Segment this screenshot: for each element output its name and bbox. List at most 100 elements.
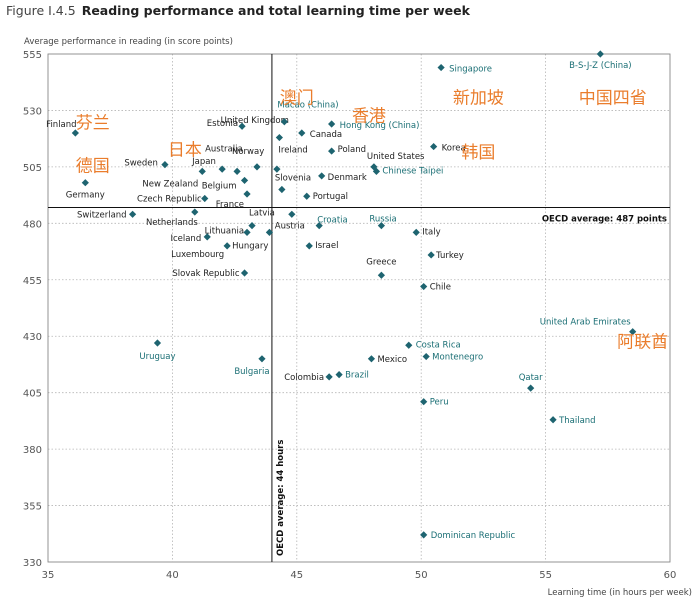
point-colombia [325, 373, 333, 381]
point-label-costa-rica: Costa Rica [416, 340, 461, 350]
y-tick-label: 355 [23, 502, 42, 513]
point-austria [288, 210, 296, 218]
point-label-dominican-republic: Dominican Republic [431, 531, 516, 541]
point-label-luxembourg: Luxembourg [171, 250, 224, 260]
point-belgium [240, 176, 249, 185]
point-label-israel: Israel [315, 241, 338, 251]
point-label-mexico: Mexico [377, 355, 407, 365]
point-label-macao-china: Macao (China) [277, 101, 338, 111]
point-peru [420, 398, 428, 406]
point-singapore [437, 63, 445, 72]
point-label-bulgaria: Bulgaria [234, 367, 269, 377]
point-label-austria: Austria [275, 221, 305, 231]
point-label-montenegro: Montenegro [432, 353, 483, 363]
point-portugal [303, 192, 311, 200]
point-label-switzerland: Switzerland [77, 210, 127, 220]
y-tick-label: 405 [23, 389, 42, 400]
point-canada [298, 129, 306, 137]
point-label-sweden: Sweden [124, 159, 158, 169]
point-latvia [248, 221, 256, 230]
point-croatia [315, 221, 323, 230]
chinese-annotation: 新加坡 [453, 89, 504, 109]
y-tick-label: 380 [23, 445, 42, 456]
point-bulgaria [258, 355, 266, 363]
point-luxembourg [223, 242, 231, 250]
chinese-annotation: 德国 [76, 156, 110, 176]
point-norway [253, 163, 261, 171]
point-label-canada: Canada [310, 130, 342, 140]
point-label-thailand: Thailand [558, 416, 596, 426]
point-thailand [549, 416, 557, 424]
point-label-czech-republic: Czech Republic [137, 194, 202, 204]
point-greece [377, 271, 385, 279]
y-tick-label: 455 [23, 276, 42, 287]
point-united-states [370, 163, 378, 171]
point-switzerland [128, 210, 137, 218]
point-chile [420, 282, 428, 291]
point-label-estonia: Estonia [207, 119, 238, 129]
oecd-average-points-label: OECD average: 487 points [542, 215, 667, 225]
chinese-annotation: 澳门 [280, 89, 314, 109]
chinese-annotation: 阿联酋 [617, 333, 668, 353]
point-france [243, 190, 251, 198]
chinese-annotation: 香港 [352, 107, 386, 127]
point-label-norway: Norway [232, 147, 264, 157]
point-label-united-arab-emirates: United Arab Emirates [540, 318, 632, 328]
point-label-slovak-republic: Slovak Republic [172, 269, 239, 279]
x-tick-label: 60 [664, 570, 677, 581]
y-tick-label: 505 [23, 163, 42, 174]
point-dominican-republic [420, 531, 428, 539]
point-label-croatia: Croatia [317, 216, 348, 226]
point-label-turkey: Turkey [435, 251, 464, 261]
point-montenegro [422, 352, 430, 361]
chinese-annotation: 韩国 [461, 143, 495, 163]
point-czech-republic [201, 194, 209, 203]
point-slovak-republic [240, 269, 249, 277]
point-label-poland: Poland [338, 145, 366, 155]
figure-number: Figure I.4.5 [6, 3, 76, 18]
point-brazil [335, 371, 343, 379]
y-axis-label: Average performance in reading (in score… [24, 37, 233, 47]
point-label-chile: Chile [430, 283, 451, 293]
y-tick-label: 530 [23, 106, 42, 117]
point-new-zealand [198, 167, 206, 176]
figure-title: Figure I.4.5 Reading performance and tota… [6, 3, 470, 18]
point-sweden [161, 161, 169, 169]
point-korea [430, 142, 438, 151]
x-tick-label: 35 [42, 570, 55, 581]
y-tick-label: 330 [23, 558, 42, 569]
point-label-ireland: Ireland [278, 146, 307, 156]
point-label-italy: Italy [422, 227, 440, 237]
point-label-brazil: Brazil [345, 371, 369, 381]
point-qatar [527, 384, 535, 392]
point-mexico [367, 355, 376, 363]
point-label-singapore: Singapore [449, 65, 492, 75]
point-italy [412, 228, 420, 236]
x-tick-label: 55 [539, 570, 552, 581]
point-label-germany: Germany [66, 191, 105, 201]
point-label-belgium: Belgium [202, 181, 237, 191]
point-label-japan: Japan [191, 157, 216, 167]
point-hong-kong-china [328, 120, 336, 128]
point-label-greece: Greece [366, 257, 396, 267]
point-label-latvia: Latvia [249, 209, 275, 219]
point-denmark [318, 172, 326, 180]
point-label-netherlands: Netherlands [146, 218, 198, 228]
point-label-colombia: Colombia [284, 373, 324, 383]
point-label-hong-kong-china: Hong Kong (China) [340, 121, 420, 131]
point-poland [328, 147, 336, 155]
point-label-russia: Russia [369, 215, 396, 225]
plot-frame [47, 53, 671, 563]
point-united-kingdom [273, 165, 281, 173]
point-united-arab-emirates [629, 328, 637, 336]
point-label-b-s-j-z-china: B-S-J-Z (China) [569, 61, 632, 71]
point-japan [218, 165, 226, 173]
point-hungary [265, 228, 274, 236]
chinese-annotation: 日本 [168, 141, 202, 161]
point-iceland [203, 233, 211, 241]
figure-title-text: Reading performance and total learning t… [81, 3, 470, 18]
x-tick-label: 50 [415, 570, 428, 581]
point-uruguay [153, 339, 162, 347]
x-axis-label: Learning time (in hours per week) [547, 588, 692, 598]
point-b-s-j-z-china [596, 50, 604, 58]
